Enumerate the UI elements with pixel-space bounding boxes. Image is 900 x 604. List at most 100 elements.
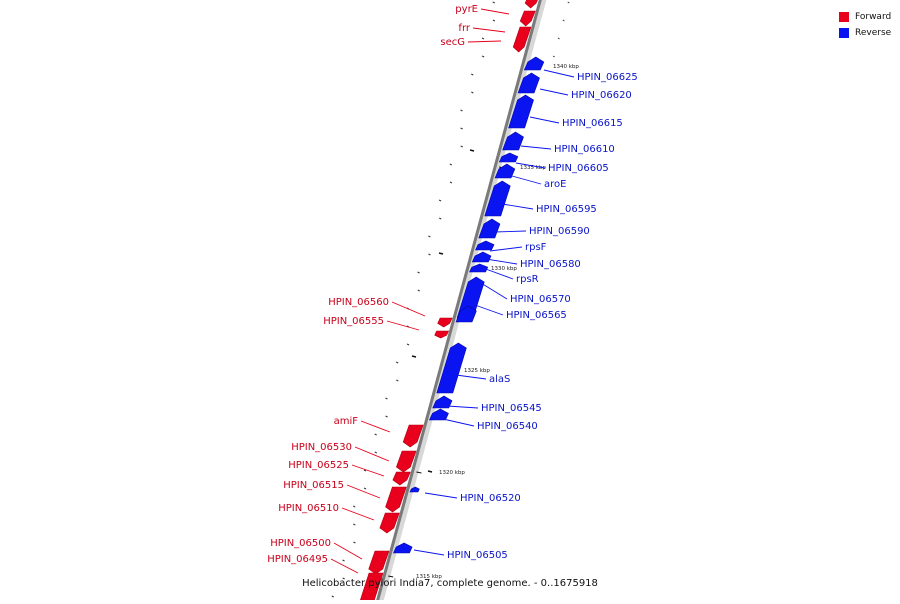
- gene-label-HPIN_06510: HPIN_06510: [278, 503, 339, 514]
- gene-alaS-leader: [455, 374, 487, 380]
- scale-tick-label: 1325 kbp: [464, 368, 490, 374]
- outer-dash: [438, 252, 444, 255]
- gene-HPIN_06625-shape: [523, 56, 545, 71]
- reverse-swatch-icon: [839, 27, 849, 38]
- outer-dash: [471, 73, 474, 76]
- gene-HPIN_06590-leader: [493, 230, 527, 233]
- outer-dash: [481, 37, 485, 40]
- gene-HPIN_06505-leader: [413, 549, 445, 556]
- outer-dash: [396, 379, 399, 382]
- gene-label-alaS: alaS: [489, 374, 510, 385]
- gene-label-HPIN_06525: HPIN_06525: [288, 460, 349, 471]
- outer-dash: [428, 235, 431, 238]
- outer-dash: [460, 109, 463, 112]
- outer-dash: [395, 361, 399, 364]
- gene-aroE-shape: [494, 163, 516, 179]
- legend-item-reverse: Reverse: [839, 25, 899, 40]
- gene-HPIN_06525-leader: [351, 464, 385, 477]
- gene-label-HPIN_06545: HPIN_06545: [481, 403, 542, 414]
- gene-secG-leader: [467, 40, 502, 43]
- gene-HPIN_06540-shape: [429, 408, 449, 421]
- gene-secG-shape: [512, 26, 532, 53]
- gene-pyrE-shape: [524, 0, 538, 9]
- gene-label-HPIN_06615: HPIN_06615: [562, 118, 623, 129]
- gene-HPIN_06540-leader: [442, 418, 475, 427]
- gene-rpsR-shape: [469, 263, 489, 273]
- gene-rpsF-shape: [475, 240, 495, 251]
- gene-HPIN_06560-leader: [391, 301, 426, 317]
- gene-HPIN_06565-shape: [455, 305, 477, 323]
- gene-label-aroE: aroE: [544, 179, 566, 190]
- gene-HPIN_06590-shape: [478, 218, 501, 239]
- legend-label-reverse: Reverse: [855, 27, 892, 38]
- gene-HPIN_06555-leader: [386, 320, 420, 331]
- gene-aroE-leader: [511, 175, 542, 185]
- outer-dash: [449, 181, 453, 184]
- gene-label-HPIN_06610: HPIN_06610: [554, 144, 615, 155]
- outer-dash: [411, 355, 417, 358]
- gene-HPIN_06525-shape: [392, 471, 411, 486]
- outer-dash: [385, 397, 388, 400]
- gene-label-HPIN_06620: HPIN_06620: [571, 90, 632, 101]
- gene-HPIN_06545-shape: [432, 395, 453, 409]
- gene-label-pyrE: pyrE: [455, 4, 478, 15]
- genome-backbone: [375, 0, 542, 604]
- scale-tick-label: 1340 kbp: [553, 64, 579, 70]
- gene-label-HPIN_06605: HPIN_06605: [548, 163, 609, 174]
- gene-HPIN_06570-leader: [480, 282, 508, 300]
- legend-label-forward: Forward: [855, 11, 892, 22]
- gene-HPIN_06625-leader: [543, 69, 575, 78]
- backbone-shadow: [376, 0, 547, 604]
- map-caption: Helicobacter pylori India7, complete gen…: [302, 578, 598, 589]
- gene-HPIN_06605-leader: [515, 162, 546, 169]
- gene-amiF-leader: [360, 420, 391, 433]
- scale-tick-label: 1315 kbp: [416, 574, 442, 580]
- outer-dash: [460, 127, 463, 130]
- scale-tick-mark: [388, 575, 394, 578]
- gene-HPIN_06520-leader: [424, 492, 458, 499]
- gene-HPIN_06510-shape: [379, 512, 400, 534]
- outer-dash: [363, 469, 367, 472]
- outer-dash: [352, 505, 356, 508]
- outer-dash: [363, 487, 367, 490]
- gene-alaS-shape: [436, 342, 467, 394]
- gene-HPIN_06545-leader: [446, 405, 479, 409]
- gene-label-HPIN_06500: HPIN_06500: [270, 538, 331, 549]
- gene-HPIN_06530-shape: [396, 450, 417, 473]
- scale-tick-label: 1330 kbp: [491, 266, 517, 272]
- gene-label-amiF: amiF: [334, 416, 359, 427]
- outer-dash: [385, 415, 388, 418]
- outer-dash: [492, 1, 495, 4]
- outer-dash: [427, 470, 433, 473]
- gene-HPIN_06615-shape: [508, 94, 534, 129]
- gene-label-rpsF: rpsF: [525, 242, 547, 253]
- gene-leaders: [330, 8, 575, 574]
- gene-HPIN_06605-shape: [498, 152, 519, 163]
- gene-label-HPIN_06515: HPIN_06515: [283, 480, 344, 491]
- gene-HPIN_06520-shape: [409, 486, 420, 493]
- outer-dash: [353, 541, 356, 544]
- outer-dash: [567, 1, 570, 4]
- outer-dash: [471, 91, 474, 94]
- gene-label-HPIN_06580: HPIN_06580: [520, 259, 581, 270]
- scale-tick-label: 1335 kbp: [520, 165, 546, 171]
- outer-dash: [374, 433, 377, 436]
- outer-dash: [438, 199, 442, 202]
- gene-label-HPIN_06560: HPIN_06560: [328, 297, 389, 308]
- gene-HPIN_06510-leader: [341, 507, 375, 521]
- gene-HPIN_06530-leader: [354, 446, 390, 462]
- outer-dash: [342, 559, 345, 562]
- gene-label-HPIN_06590: HPIN_06590: [529, 226, 590, 237]
- gene-HPIN_06500-shape: [368, 550, 390, 575]
- gene-HPIN_06620-shape: [517, 72, 540, 94]
- gene-label-HPIN_06495: HPIN_06495: [267, 554, 328, 565]
- outer-dash: [449, 163, 453, 166]
- outer-dash: [562, 19, 565, 22]
- gene-label-HPIN_06530: HPIN_06530: [291, 442, 352, 453]
- outer-dash: [481, 55, 485, 58]
- gene-HPIN_06610-leader: [520, 145, 552, 150]
- gene-label-HPIN_06520: HPIN_06520: [460, 493, 521, 504]
- legend: Forward Reverse: [839, 9, 899, 41]
- gene-HPIN_06595-leader: [501, 203, 534, 210]
